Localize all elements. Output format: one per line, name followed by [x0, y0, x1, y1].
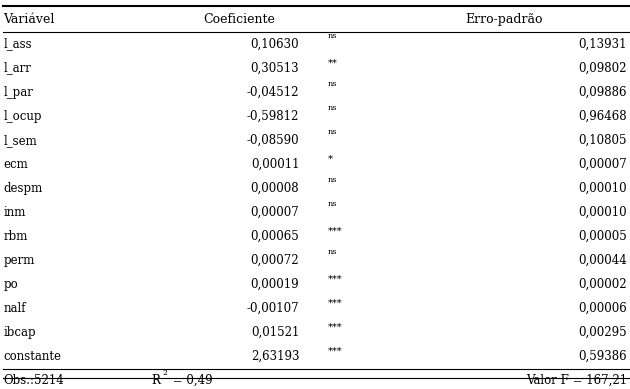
- Text: l_arr: l_arr: [3, 61, 31, 74]
- Text: 0,00044: 0,00044: [578, 254, 627, 267]
- Text: 0,00007: 0,00007: [578, 158, 627, 171]
- Text: 0,00295: 0,00295: [578, 326, 627, 339]
- Text: Variável: Variável: [3, 13, 55, 26]
- Text: 0,00010: 0,00010: [578, 206, 627, 219]
- Text: constante: constante: [3, 350, 61, 363]
- Text: 0,59386: 0,59386: [578, 350, 627, 363]
- Text: -0,04512: -0,04512: [247, 86, 299, 98]
- Text: perm: perm: [3, 254, 35, 267]
- Text: 0,00011: 0,00011: [251, 158, 299, 171]
- Text: ns: ns: [328, 32, 337, 40]
- Text: 0,09886: 0,09886: [578, 86, 627, 98]
- Text: **: **: [328, 58, 337, 67]
- Text: l_ass: l_ass: [3, 37, 32, 51]
- Text: = 0,49: = 0,49: [169, 374, 212, 387]
- Text: ns: ns: [328, 104, 337, 112]
- Text: Valor F = 167,21: Valor F = 167,21: [525, 374, 627, 387]
- Text: 0,00065: 0,00065: [251, 230, 299, 243]
- Text: 0,10805: 0,10805: [578, 134, 627, 147]
- Text: ***: ***: [328, 323, 342, 332]
- Text: ***: ***: [328, 227, 342, 236]
- Text: ns: ns: [328, 80, 337, 88]
- Text: 0,09802: 0,09802: [578, 61, 627, 74]
- Text: -0,59812: -0,59812: [247, 110, 299, 123]
- Text: 0,00006: 0,00006: [578, 302, 627, 315]
- Text: -0,00107: -0,00107: [246, 302, 299, 315]
- Text: Coeficiente: Coeficiente: [203, 13, 275, 26]
- Text: l_par: l_par: [3, 86, 33, 98]
- Text: 0,00002: 0,00002: [578, 278, 627, 291]
- Text: *: *: [328, 155, 333, 164]
- Text: 0,10630: 0,10630: [251, 37, 299, 51]
- Text: ns: ns: [328, 200, 337, 208]
- Text: 2,63193: 2,63193: [251, 350, 299, 363]
- Text: 0,13931: 0,13931: [578, 37, 627, 51]
- Text: ***: ***: [328, 275, 342, 284]
- Text: inm: inm: [3, 206, 26, 219]
- Text: ns: ns: [328, 248, 337, 256]
- Text: 2: 2: [163, 369, 168, 377]
- Text: ecm: ecm: [3, 158, 28, 171]
- Text: po: po: [3, 278, 18, 291]
- Text: 0,00007: 0,00007: [251, 206, 299, 219]
- Text: ***: ***: [328, 347, 342, 356]
- Text: l_sem: l_sem: [3, 134, 37, 147]
- Text: Erro-padrão: Erro-padrão: [465, 13, 543, 26]
- Text: 0,01521: 0,01521: [251, 326, 299, 339]
- Text: 0,00019: 0,00019: [251, 278, 299, 291]
- Text: ns: ns: [328, 176, 337, 184]
- Text: ns: ns: [328, 128, 337, 136]
- Text: -0,08590: -0,08590: [246, 134, 299, 147]
- Text: Obs.:5214: Obs.:5214: [3, 374, 64, 387]
- Text: ***: ***: [328, 299, 342, 308]
- Text: despm: despm: [3, 182, 42, 195]
- Text: 0,30513: 0,30513: [251, 61, 299, 74]
- Text: ibcap: ibcap: [3, 326, 36, 339]
- Text: R: R: [151, 374, 160, 387]
- Text: l_ocup: l_ocup: [3, 110, 42, 123]
- Text: nalf: nalf: [3, 302, 26, 315]
- Text: 0,00010: 0,00010: [578, 182, 627, 195]
- Text: rbm: rbm: [3, 230, 28, 243]
- Text: 0,00072: 0,00072: [251, 254, 299, 267]
- Text: 0,00005: 0,00005: [578, 230, 627, 243]
- Text: 0,96468: 0,96468: [578, 110, 627, 123]
- Text: 0,00008: 0,00008: [251, 182, 299, 195]
